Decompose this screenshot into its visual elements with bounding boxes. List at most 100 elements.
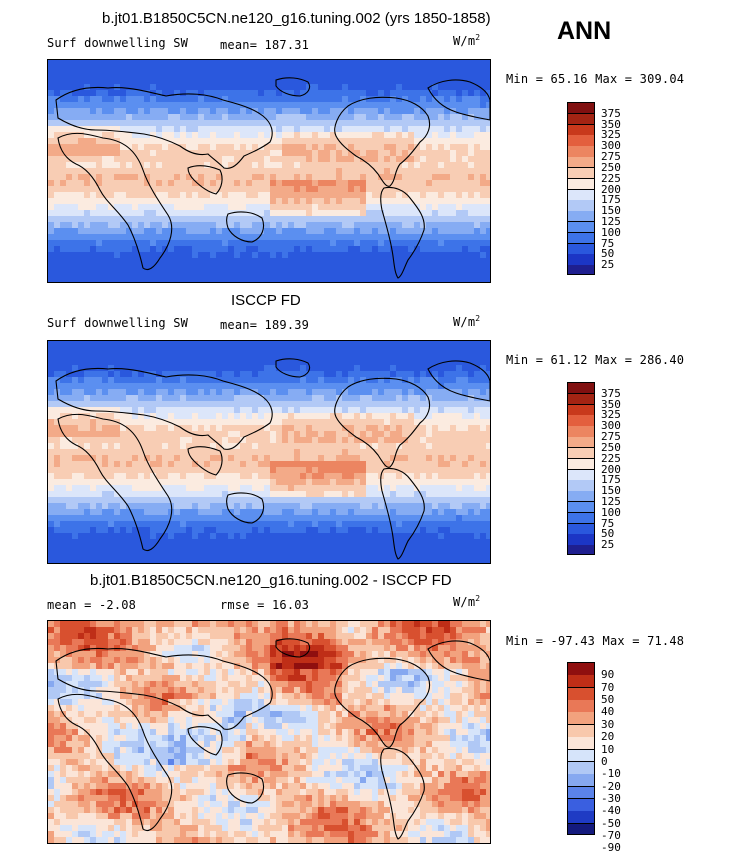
map-cell — [66, 216, 72, 222]
map-cell — [48, 365, 54, 371]
map-cell — [144, 78, 150, 84]
map-cell — [300, 347, 306, 353]
map-cell — [276, 413, 282, 419]
map-cell — [96, 437, 102, 443]
map-cell — [156, 180, 162, 186]
map-cell — [54, 252, 60, 258]
map-cell — [216, 407, 222, 413]
map-cell — [90, 491, 96, 497]
map-cell — [102, 120, 108, 126]
map-cell — [216, 419, 222, 425]
map-cell — [192, 497, 198, 503]
map-cell — [342, 276, 348, 282]
map-cell — [318, 377, 324, 383]
map-cell — [120, 168, 126, 174]
map-cell — [186, 192, 192, 198]
map-cell — [486, 264, 490, 270]
map-cell — [276, 437, 282, 443]
map-cell — [156, 431, 162, 437]
map-cell — [456, 186, 462, 192]
map-cell — [294, 407, 300, 413]
map-cell — [282, 407, 288, 413]
map-cell — [462, 138, 468, 144]
map-cell — [132, 353, 138, 359]
map-cell — [234, 377, 240, 383]
map-cell — [108, 401, 114, 407]
map-cell — [234, 264, 240, 270]
map-cell — [348, 497, 354, 503]
map-cell — [456, 485, 462, 491]
map-cell — [150, 270, 156, 276]
map-cell — [336, 72, 342, 78]
map-cell — [474, 204, 480, 210]
map-cell — [366, 401, 372, 407]
map-cell — [420, 198, 426, 204]
map-cell — [456, 222, 462, 228]
map-cell — [474, 359, 480, 365]
map-cell — [258, 120, 264, 126]
map-cell — [246, 162, 252, 168]
map-cell — [348, 467, 354, 473]
map-cell — [252, 449, 258, 455]
map-cell — [294, 126, 300, 132]
map-cell — [48, 144, 54, 150]
map-cell — [462, 204, 468, 210]
map-cell — [144, 509, 150, 515]
map-cell — [450, 138, 456, 144]
map-cell — [342, 204, 348, 210]
map-cell — [360, 383, 366, 389]
map-cell — [156, 407, 162, 413]
map-cell — [402, 90, 408, 96]
map-cell — [234, 449, 240, 455]
map-cell — [438, 449, 444, 455]
map-cell — [144, 252, 150, 258]
map-cell — [390, 449, 396, 455]
map-cell — [108, 467, 114, 473]
map-cell — [396, 72, 402, 78]
map-cell — [324, 395, 330, 401]
map-cell — [300, 168, 306, 174]
map-cell — [186, 108, 192, 114]
map-cell — [480, 497, 486, 503]
map-cell — [102, 222, 108, 228]
map-cell — [426, 341, 432, 347]
map-cell — [114, 108, 120, 114]
map-cell — [324, 204, 330, 210]
map-cell — [240, 485, 246, 491]
map-cell — [78, 276, 84, 282]
map-cell — [438, 222, 444, 228]
map-cell — [312, 240, 318, 246]
panel2-minmax: Min = 61.12 Max = 286.40 — [506, 353, 684, 367]
map-cell — [324, 509, 330, 515]
map-cell — [294, 66, 300, 72]
map-cell — [126, 180, 132, 186]
map-cell — [108, 455, 114, 461]
map-cell — [360, 413, 366, 419]
map-cell — [474, 449, 480, 455]
map-cell — [414, 126, 420, 132]
map-cell — [72, 503, 78, 509]
map-cell — [240, 341, 246, 347]
map-cell — [108, 347, 114, 353]
map-cell — [186, 156, 192, 162]
map-cell — [282, 473, 288, 479]
map-cell — [204, 210, 210, 216]
map-cell — [84, 198, 90, 204]
map-cell — [264, 413, 270, 419]
map-cell — [246, 96, 252, 102]
map-cell — [132, 455, 138, 461]
map-cell — [324, 228, 330, 234]
map-cell — [348, 455, 354, 461]
map-cell — [438, 108, 444, 114]
map-cell — [294, 120, 300, 126]
map-cell — [66, 509, 72, 515]
map-cell — [384, 138, 390, 144]
map-cell — [66, 353, 72, 359]
map-cell — [252, 485, 258, 491]
map-cell — [390, 473, 396, 479]
map-cell — [366, 264, 372, 270]
map-cell — [240, 198, 246, 204]
map-cell — [420, 168, 426, 174]
map-cell — [210, 467, 216, 473]
map-cell — [408, 455, 414, 461]
